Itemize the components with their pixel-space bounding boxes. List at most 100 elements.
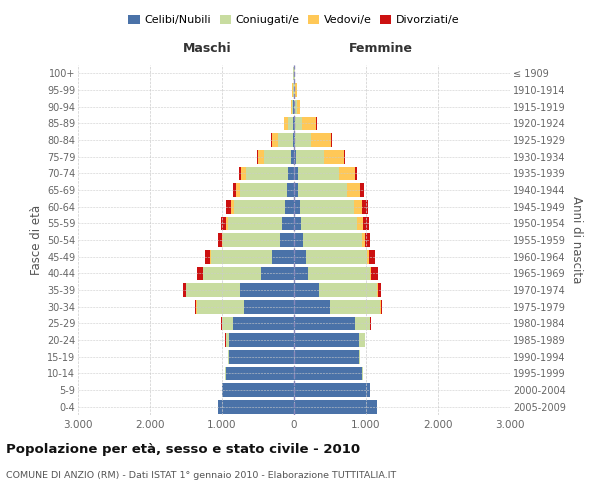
Bar	[221, 216, 226, 230]
Bar	[294, 250, 305, 264]
Bar	[280, 233, 294, 247]
Bar	[308, 266, 370, 280]
Bar	[288, 166, 294, 180]
Bar	[278, 133, 293, 147]
Bar	[305, 250, 367, 264]
Bar	[233, 200, 286, 213]
Bar	[302, 233, 362, 247]
Bar	[239, 166, 241, 180]
Text: Popolazione per età, sesso e stato civile - 2010: Popolazione per età, sesso e stato civil…	[6, 442, 360, 456]
Bar	[330, 300, 380, 314]
Bar	[377, 283, 381, 297]
Bar	[362, 200, 368, 213]
Bar	[218, 400, 294, 413]
Bar	[370, 266, 371, 280]
Bar	[226, 216, 229, 230]
Bar	[362, 233, 365, 247]
Bar	[223, 233, 280, 247]
Bar	[363, 216, 369, 230]
Bar	[272, 250, 294, 264]
Bar	[241, 166, 247, 180]
Bar	[284, 116, 287, 130]
Bar	[294, 383, 370, 397]
Bar	[233, 316, 294, 330]
Bar	[291, 150, 294, 164]
Bar	[230, 200, 233, 213]
Bar	[293, 133, 294, 147]
Bar	[301, 216, 358, 230]
Bar	[360, 183, 364, 197]
Bar	[294, 216, 301, 230]
Bar	[311, 133, 331, 147]
Bar	[229, 350, 294, 364]
Bar	[294, 266, 308, 280]
Bar	[294, 166, 298, 180]
Bar	[226, 366, 294, 380]
Bar	[184, 283, 185, 297]
Bar	[233, 183, 236, 197]
Bar	[203, 266, 261, 280]
Bar	[294, 316, 355, 330]
Bar	[222, 383, 294, 397]
Bar	[359, 350, 360, 364]
Bar	[359, 333, 365, 347]
Bar	[293, 116, 294, 130]
Bar	[358, 216, 363, 230]
Bar	[294, 283, 319, 297]
Text: Femmine: Femmine	[349, 42, 412, 55]
Bar	[292, 100, 293, 114]
Bar	[247, 166, 288, 180]
Bar	[294, 183, 298, 197]
Bar	[283, 216, 294, 230]
Bar	[294, 150, 296, 164]
Bar	[257, 150, 258, 164]
Bar	[264, 150, 291, 164]
Bar	[222, 233, 223, 247]
Bar	[218, 233, 222, 247]
Bar	[186, 283, 240, 297]
Bar	[197, 300, 244, 314]
Bar	[371, 266, 378, 280]
Bar	[347, 183, 360, 197]
Bar	[295, 100, 296, 114]
Bar	[294, 333, 359, 347]
Bar	[244, 300, 294, 314]
Bar	[367, 250, 369, 264]
Bar	[319, 283, 377, 297]
Y-axis label: Anni di nascita: Anni di nascita	[570, 196, 583, 284]
Bar	[271, 133, 272, 147]
Bar	[236, 183, 240, 197]
Bar	[355, 316, 370, 330]
Bar	[295, 83, 297, 97]
Bar	[294, 350, 359, 364]
Bar	[340, 166, 355, 180]
Bar	[294, 400, 377, 413]
Bar	[294, 83, 295, 97]
Bar	[296, 150, 323, 164]
Bar	[355, 166, 358, 180]
Bar	[295, 133, 311, 147]
Bar	[369, 250, 374, 264]
Bar	[381, 300, 382, 314]
Bar	[222, 316, 233, 330]
Bar	[294, 366, 362, 380]
Bar	[300, 200, 354, 213]
Bar	[344, 150, 345, 164]
Legend: Celibi/Nubili, Coniugati/e, Vedovi/e, Divorziati/e: Celibi/Nubili, Coniugati/e, Vedovi/e, Di…	[124, 10, 464, 30]
Bar	[294, 233, 302, 247]
Bar	[291, 100, 292, 114]
Bar	[298, 166, 340, 180]
Bar	[362, 366, 363, 380]
Bar	[226, 333, 229, 347]
Bar	[298, 183, 347, 197]
Bar	[229, 333, 294, 347]
Y-axis label: Fasce di età: Fasce di età	[29, 205, 43, 275]
Bar	[365, 233, 370, 247]
Bar	[240, 183, 287, 197]
Bar	[323, 150, 344, 164]
Bar	[354, 200, 362, 213]
Bar	[261, 266, 294, 280]
Bar	[295, 116, 302, 130]
Bar	[302, 116, 316, 130]
Bar	[286, 200, 294, 213]
